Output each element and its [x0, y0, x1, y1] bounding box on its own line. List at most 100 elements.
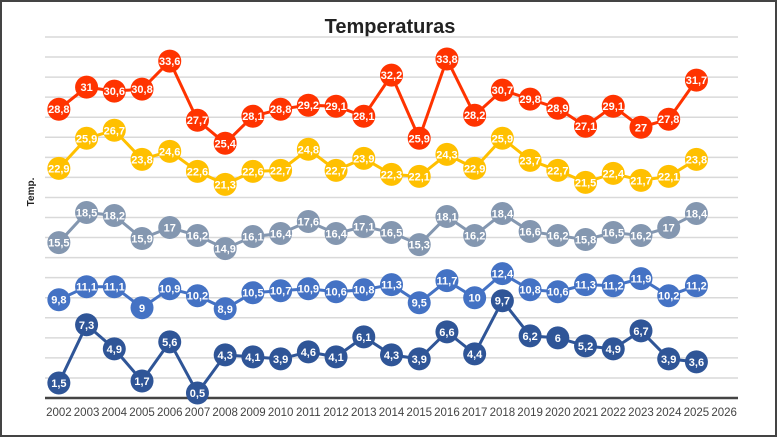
data-point: [546, 96, 570, 120]
data-point: [130, 77, 154, 101]
data-point: [324, 345, 348, 369]
data-label: 11,2: [603, 281, 624, 293]
data-point: [296, 340, 320, 364]
x-tick-label: 2006: [157, 407, 183, 419]
data-point: [518, 148, 542, 172]
data-label: 16,4: [270, 229, 292, 241]
data-label: 11,3: [575, 280, 596, 292]
data-point: [130, 147, 154, 171]
data-point: [158, 139, 182, 163]
data-point: [296, 210, 320, 234]
data-point: [130, 369, 154, 393]
data-point: [241, 225, 265, 249]
data-label: 16,2: [464, 231, 485, 243]
data-point: [684, 68, 708, 92]
data-label: 23,7: [519, 155, 540, 167]
data-label: 15,5: [48, 238, 69, 250]
x-tick-label: 2002: [46, 407, 72, 419]
data-point: [241, 159, 265, 183]
data-label: 32,2: [381, 70, 402, 82]
data-label: 22,1: [658, 171, 679, 183]
x-tick-label: 2015: [406, 407, 432, 419]
data-label: 16,5: [603, 228, 624, 240]
data-point: [546, 326, 570, 350]
data-point: [435, 142, 459, 166]
data-label: 24,6: [159, 146, 180, 158]
data-point: [657, 216, 681, 240]
data-label: 23,9: [353, 153, 374, 165]
data-label: 14,9: [214, 244, 235, 256]
data-point: [47, 288, 71, 312]
data-label: 33,6: [159, 56, 180, 68]
x-tick-label: 2022: [600, 407, 626, 419]
data-label: 16,6: [519, 227, 540, 239]
data-point: [352, 146, 376, 170]
data-label: 16,5: [381, 228, 402, 240]
data-point: [47, 97, 71, 121]
data-point: [158, 277, 182, 301]
series-2: 22,9 25,9 26,7 23,8 24,6 22,6 21,3 22,6 22,7 24,8…: [47, 118, 708, 196]
data-point: [75, 126, 99, 150]
x-tick-label: 2023: [628, 407, 654, 419]
data-label: 4,9: [606, 344, 621, 356]
x-tick-label: 2024: [656, 407, 682, 419]
data-label: 15,9: [131, 234, 152, 246]
data-label: 22,3: [381, 169, 402, 181]
data-label: 28,2: [464, 110, 485, 122]
data-label: 7,3: [79, 320, 94, 332]
data-point: [601, 221, 625, 245]
data-label: 18,2: [104, 210, 125, 222]
data-point: [102, 118, 126, 142]
data-label: 18,4: [686, 208, 708, 220]
data-label: 16,2: [547, 231, 568, 243]
x-tick-label: 2016: [434, 407, 460, 419]
x-tick-labels: 2002 2003 2004 2005 2006 2007 2008 2009 2010 2011…: [46, 407, 737, 419]
data-point: [352, 278, 376, 302]
data-label: 33,8: [436, 54, 457, 66]
data-label: 21,5: [575, 177, 596, 189]
data-point: [130, 296, 154, 320]
data-point: [185, 108, 209, 132]
x-tick-label: 2021: [573, 407, 599, 419]
data-point: [490, 126, 514, 150]
data-label: 11,1: [76, 282, 97, 294]
data-point: [296, 93, 320, 117]
data-label: 3,9: [661, 354, 676, 366]
data-point: [463, 224, 487, 248]
data-label: 25,9: [76, 133, 97, 145]
data-point: [435, 320, 459, 344]
data-label: 10,2: [658, 291, 679, 303]
data-point: [463, 156, 487, 180]
data-label: 31,7: [686, 75, 707, 87]
data-label: 4,1: [328, 352, 343, 364]
data-point: [185, 284, 209, 308]
data-point: [102, 79, 126, 103]
x-tick-label: 2017: [462, 407, 488, 419]
data-point: [574, 273, 598, 297]
data-label: 0,5: [190, 388, 205, 400]
x-tick-label: 2014: [379, 407, 405, 419]
data-label: 25,4: [214, 138, 236, 150]
data-point: [574, 114, 598, 138]
data-label: 22,7: [270, 165, 291, 177]
data-label: 23,8: [131, 154, 152, 166]
data-label: 17,6: [298, 217, 319, 229]
data-point: [684, 201, 708, 225]
data-label: 25,9: [492, 133, 513, 145]
data-point: [435, 47, 459, 71]
data-point: [269, 97, 293, 121]
data-point: [324, 158, 348, 182]
series-5: 1,5 7,3 4,9 1,7 5,6 0,5 4,3 4,1 3,9 4,6 4,1 6,1 4,3 3…: [47, 289, 708, 405]
y-axis-label: Temp.: [26, 177, 37, 206]
data-label: 27: [635, 122, 647, 134]
x-tick-label: 2009: [240, 407, 266, 419]
data-label: 29,1: [325, 101, 346, 113]
data-label: 12,4: [492, 269, 514, 281]
data-label: 18,5: [76, 207, 97, 219]
data-point: [75, 275, 99, 299]
data-point: [269, 279, 293, 303]
data-point: [269, 158, 293, 182]
data-label: 10: [469, 293, 481, 305]
data-label: 6,2: [522, 331, 537, 343]
